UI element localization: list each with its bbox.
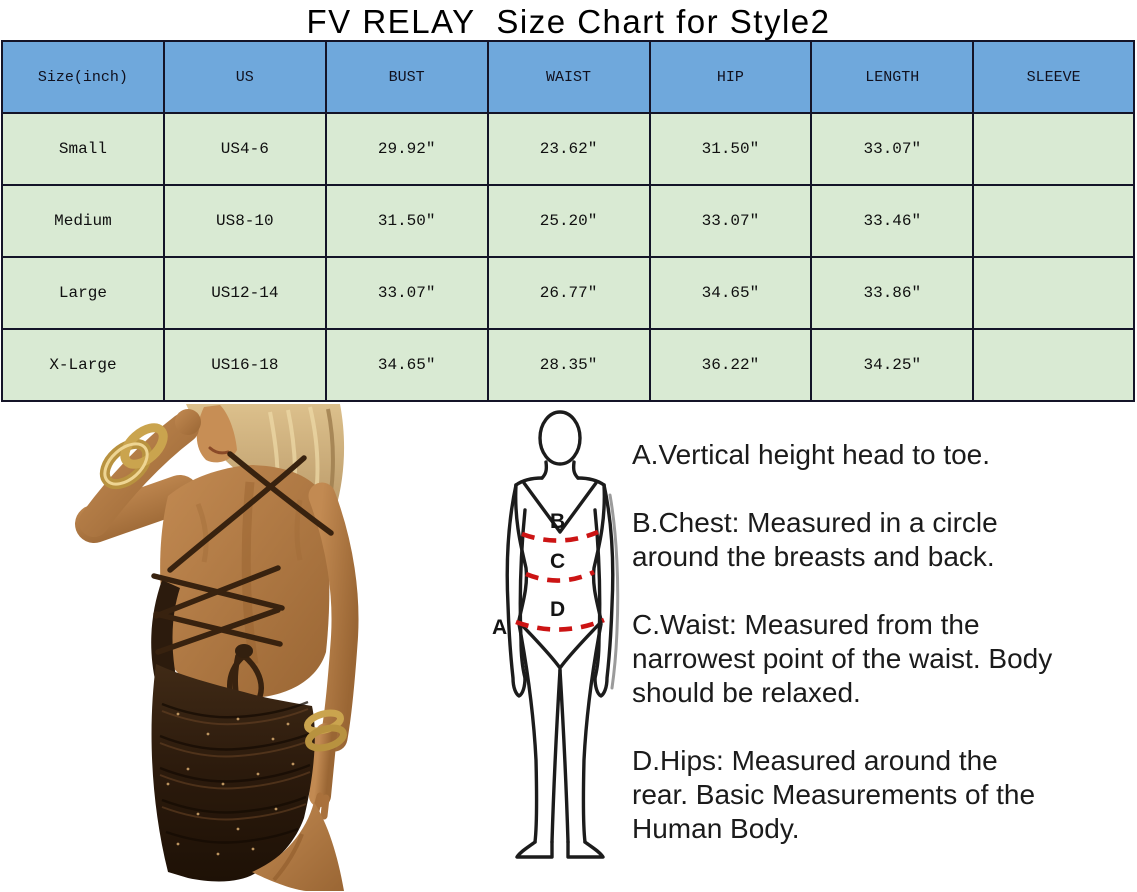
cell-length: 33.07″: [810, 112, 975, 186]
table-row-large: Large US12-14 33.07″ 26.77″ 34.65″ 33.86…: [1, 256, 1135, 330]
lace-up-straps: [151, 451, 334, 725]
column-header-us: US: [162, 40, 327, 114]
cell-bust: 31.50″: [324, 184, 489, 258]
column-header-size: Size(inch): [1, 40, 165, 114]
note-waist: C.Waist: Measured from the narrowest poi…: [632, 609, 1053, 708]
cell-sleeve: [972, 184, 1135, 258]
column-header-bust: BUST: [324, 40, 489, 114]
sparkles: [166, 712, 295, 856]
cell-waist: 25.20″: [486, 184, 651, 258]
cell-waist: 28.35″: [486, 328, 651, 402]
cell-bust: 34.65″: [324, 328, 489, 402]
cell-size: Medium: [1, 184, 165, 258]
column-header-waist: WAIST: [486, 40, 651, 114]
hip-line: [515, 617, 605, 632]
cell-bust: 33.07″: [324, 256, 489, 330]
note-height: A.Vertical height head to toe.: [632, 439, 991, 470]
note-chest: B.Chest: Measured in a circle around the…: [632, 507, 998, 572]
cell-us: US8-10: [162, 184, 327, 258]
column-header-sleeve: SLEEVE: [972, 40, 1135, 114]
cell-waist: 26.77″: [486, 256, 651, 330]
cell-waist: 23.62″: [486, 112, 651, 186]
cell-length: 34.25″: [810, 328, 975, 402]
cell-sleeve: [972, 112, 1135, 186]
table-row-small: Small US4-6 29.92″ 23.62″ 31.50″ 33.07″: [1, 112, 1135, 186]
cell-size: Large: [1, 256, 165, 330]
cell-us: US16-18: [162, 328, 327, 402]
diagram-head: [538, 410, 582, 466]
column-header-hip: HIP: [648, 40, 813, 114]
cell-hip: 33.07″: [648, 184, 813, 258]
cell-length: 33.46″: [810, 184, 975, 258]
label-hip-d: D: [550, 598, 565, 621]
label-height-a: A: [492, 616, 507, 639]
size-table: Size(inch) US BUST WAIST HIP LENGTH SLEE…: [1, 40, 1135, 402]
table-row-medium: Medium US8-10 31.50″ 25.20″ 33.07″ 33.46…: [1, 184, 1135, 258]
page-title: FV RELAY Size Chart for Style2: [306, 3, 831, 40]
cell-us: US4-6: [162, 112, 327, 186]
cell-size: Small: [1, 112, 165, 186]
cell-hip: 31.50″: [648, 112, 813, 186]
gold-bangles: [99, 423, 168, 490]
bust-line: [521, 529, 599, 543]
cell-sleeve: [972, 328, 1135, 402]
column-header-length: LENGTH: [810, 40, 975, 114]
note-hips: D.Hips: Measured around the rear. Basic …: [632, 745, 1036, 844]
cell-bust: 29.92″: [324, 112, 489, 186]
measurement-diagram: A B C D: [492, 410, 620, 859]
table-header-row: Size(inch) US BUST WAIST HIP LENGTH SLEE…: [1, 40, 1135, 114]
wrist-bangle: [304, 709, 347, 752]
cell-sleeve: [972, 256, 1135, 330]
cell-hip: 36.22″: [648, 328, 813, 402]
measurement-notes: A.Vertical height head to toe. B.Chest: …: [632, 438, 1137, 880]
waist-line: [525, 569, 595, 583]
cell-us: US12-14: [162, 256, 327, 330]
label-waist-c: C: [550, 550, 565, 573]
face: [196, 405, 237, 463]
table-row-xlarge: X-Large US16-18 34.65″ 28.35″ 36.22″ 34.…: [1, 328, 1135, 402]
cell-size: X-Large: [1, 328, 165, 402]
cell-length: 33.86″: [810, 256, 975, 330]
label-bust-b: B: [550, 510, 565, 533]
cell-hip: 34.65″: [648, 256, 813, 330]
product-photo-model-back-view: [75, 404, 359, 891]
